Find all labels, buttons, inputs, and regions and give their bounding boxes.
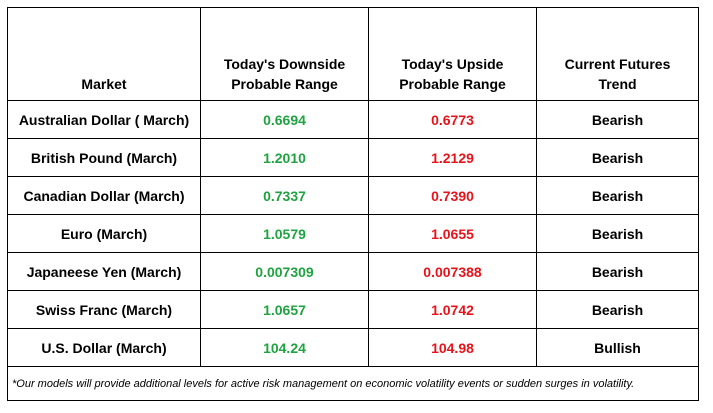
upside-cell: 1.0742 bbox=[368, 290, 537, 329]
upside-cell: 1.0655 bbox=[368, 214, 537, 253]
trend-cell: Bearish bbox=[536, 214, 699, 253]
upside-cell: 1.2129 bbox=[368, 138, 537, 177]
header-trend-line-1: Current Futures bbox=[564, 56, 671, 72]
table-row: British Pound (March) 1.2010 1.2129 Bear… bbox=[7, 138, 699, 177]
table-row: Swiss Franc (March) 1.0657 1.0742 Bearis… bbox=[7, 290, 699, 329]
table-row: Australian Dollar ( March) 0.6694 0.6773… bbox=[7, 100, 699, 139]
table-row: Japaneese Yen (March) 0.007309 0.007388 … bbox=[7, 252, 699, 291]
trend-cell: Bearish bbox=[536, 252, 699, 291]
table-row: Euro (March) 1.0579 1.0655 Bearish bbox=[7, 214, 699, 253]
trend-cell: Bearish bbox=[536, 138, 699, 177]
header-market: Market bbox=[7, 7, 201, 101]
header-downside: Today's Downside Probable Range bbox=[200, 7, 369, 101]
market-cell: Swiss Franc (March) bbox=[7, 290, 201, 329]
header-market-label: Market bbox=[81, 76, 127, 92]
header-upside-line-2: Probable Range bbox=[399, 76, 506, 92]
market-cell: Euro (March) bbox=[7, 214, 201, 253]
header-trend-line-2: Trend bbox=[598, 76, 637, 92]
downside-cell: 1.2010 bbox=[200, 138, 369, 177]
trend-cell: Bearish bbox=[536, 100, 699, 139]
footnote: *Our models will provide additional leve… bbox=[7, 366, 699, 401]
header-upside: Today's Upside Probable Range bbox=[368, 7, 537, 101]
market-cell: U.S. Dollar (March) bbox=[7, 328, 201, 367]
upside-cell: 0.007388 bbox=[368, 252, 537, 291]
table-row: U.S. Dollar (March) 104.24 104.98 Bullis… bbox=[7, 328, 699, 367]
market-cell: Australian Dollar ( March) bbox=[7, 100, 201, 139]
downside-cell: 1.0657 bbox=[200, 290, 369, 329]
header-downside-line-1: Today's Downside bbox=[223, 56, 346, 72]
table-header-row: Market Today's Downside Probable Range T… bbox=[7, 7, 699, 101]
header-trend: Current Futures Trend bbox=[536, 7, 699, 101]
trend-cell: Bearish bbox=[536, 176, 699, 215]
market-cell: Japaneese Yen (March) bbox=[7, 252, 201, 291]
downside-cell: 0.7337 bbox=[200, 176, 369, 215]
probable-range-table: Market Today's Downside Probable Range T… bbox=[7, 7, 699, 401]
downside-cell: 1.0579 bbox=[200, 214, 369, 253]
upside-cell: 104.98 bbox=[368, 328, 537, 367]
trend-cell: Bullish bbox=[536, 328, 699, 367]
upside-cell: 0.6773 bbox=[368, 100, 537, 139]
market-cell: Canadian Dollar (March) bbox=[7, 176, 201, 215]
downside-cell: 104.24 bbox=[200, 328, 369, 367]
market-cell: British Pound (March) bbox=[7, 138, 201, 177]
downside-cell: 0.007309 bbox=[200, 252, 369, 291]
upside-cell: 0.7390 bbox=[368, 176, 537, 215]
header-upside-line-1: Today's Upside bbox=[401, 56, 504, 72]
header-downside-line-2: Probable Range bbox=[231, 76, 338, 92]
trend-cell: Bearish bbox=[536, 290, 699, 329]
footnote-row: *Our models will provide additional leve… bbox=[7, 366, 699, 401]
table-row: Canadian Dollar (March) 0.7337 0.7390 Be… bbox=[7, 176, 699, 215]
downside-cell: 0.6694 bbox=[200, 100, 369, 139]
